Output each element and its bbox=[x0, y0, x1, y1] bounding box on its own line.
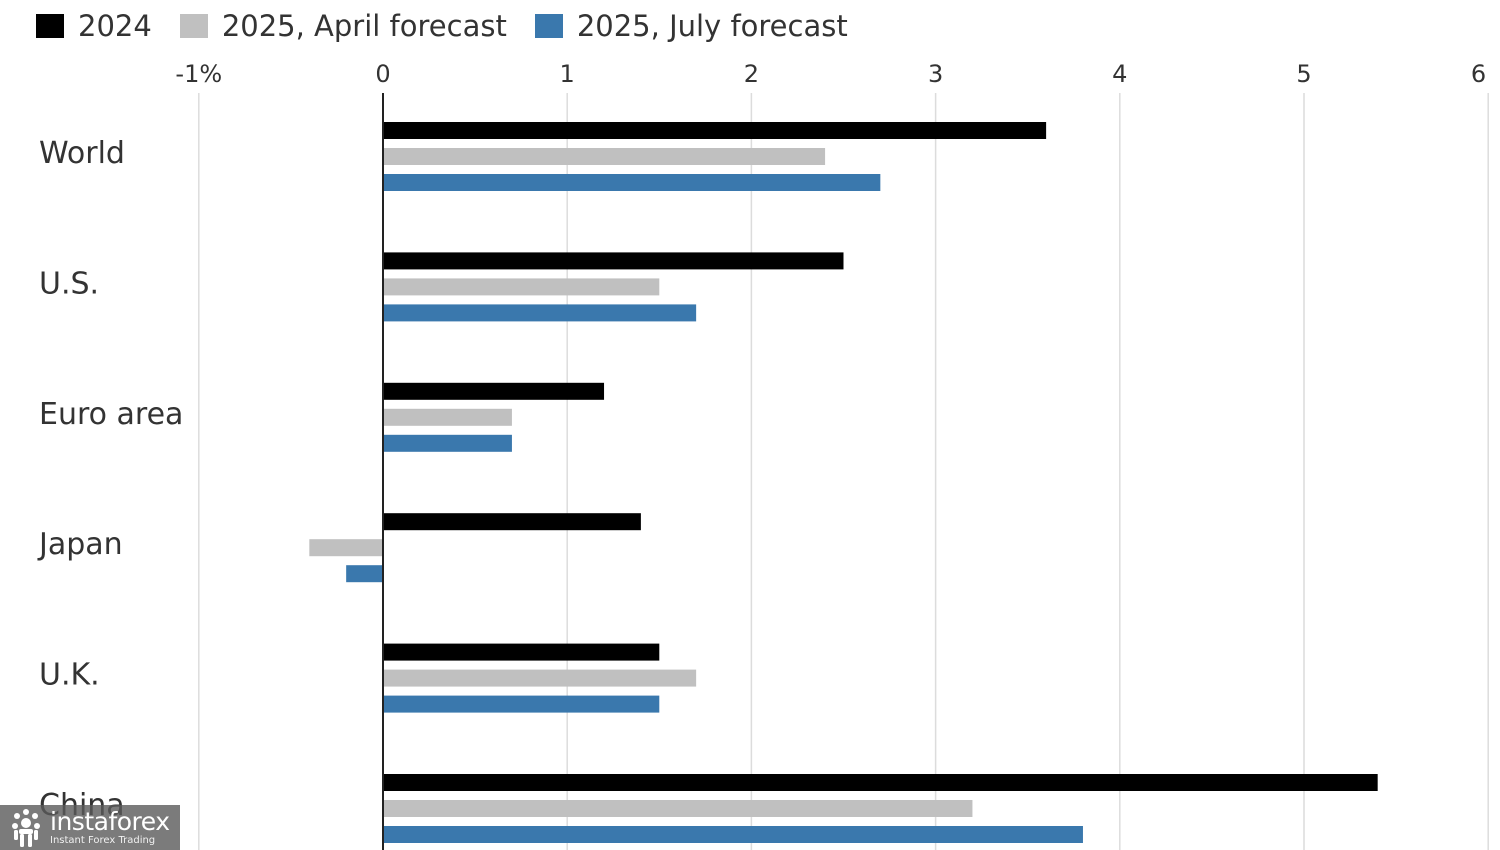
x-tick-label: 0 bbox=[375, 60, 390, 88]
bar bbox=[383, 643, 660, 661]
bar bbox=[383, 304, 697, 322]
legend-item-2024: 2024 bbox=[36, 9, 152, 43]
legend-label: 2024 bbox=[78, 9, 152, 43]
bar bbox=[383, 408, 512, 426]
x-tick-label: 3 bbox=[928, 60, 943, 88]
legend-swatch-april-forecast bbox=[179, 14, 208, 38]
watermark-tagline: Instant Forex Trading bbox=[50, 835, 156, 846]
watermark-brand: instaforex bbox=[50, 807, 170, 836]
legend-label: 2025, April forecast bbox=[221, 9, 507, 43]
bar bbox=[383, 174, 881, 191]
bar bbox=[309, 539, 383, 557]
category-label: Euro area bbox=[39, 397, 183, 432]
x-tick-label: 1 bbox=[560, 60, 575, 88]
bar bbox=[383, 774, 1378, 791]
category-label: U.K. bbox=[39, 658, 100, 693]
bar bbox=[383, 278, 660, 296]
bar bbox=[383, 122, 1047, 139]
category-label: U.S. bbox=[39, 266, 99, 301]
legend-item-april-forecast: 2025, April forecast bbox=[179, 9, 507, 43]
category-label: World bbox=[39, 136, 125, 171]
bar bbox=[383, 826, 1083, 843]
gridlines bbox=[198, 93, 1489, 850]
bar bbox=[383, 669, 697, 687]
x-tick-label: 4 bbox=[1112, 60, 1127, 88]
bar bbox=[346, 565, 383, 583]
legend-item-july-forecast: 2025, July forecast bbox=[534, 9, 848, 43]
watermark: instaforex Instant Forex Trading bbox=[0, 805, 180, 850]
x-axis-ticks: -1% 0 1 2 3 4 5 6 bbox=[175, 60, 1486, 88]
bar bbox=[383, 513, 641, 531]
bar bbox=[383, 800, 973, 817]
bar bbox=[383, 252, 844, 270]
bar bbox=[383, 695, 660, 713]
x-tick-label: 6 bbox=[1471, 60, 1486, 88]
bar bbox=[383, 148, 826, 165]
bars bbox=[309, 122, 1378, 843]
x-tick-label: 5 bbox=[1296, 60, 1311, 88]
legend-swatch-july-forecast bbox=[534, 14, 563, 38]
legend: 2024 2025, April forecast 2025, July for… bbox=[36, 6, 876, 46]
x-tick-label: 2 bbox=[744, 60, 759, 88]
legend-swatch-2024 bbox=[36, 14, 64, 38]
category-label: Japan bbox=[37, 527, 123, 562]
x-tick-label: -1% bbox=[175, 60, 222, 88]
bar bbox=[383, 434, 512, 452]
instaforex-logo-icon bbox=[12, 808, 40, 847]
legend-label: 2025, July forecast bbox=[576, 9, 848, 43]
bar bbox=[383, 382, 605, 400]
